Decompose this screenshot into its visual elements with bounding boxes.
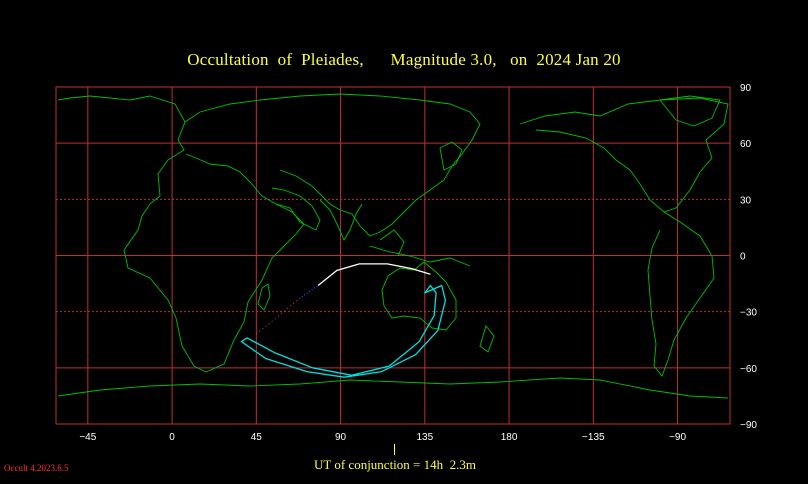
y-tick-label: 30: [740, 195, 752, 206]
occultation-center-line: [317, 263, 431, 287]
y-tick-label: −30: [740, 308, 757, 319]
coast-india: [319, 199, 363, 241]
occultation-paths: [240, 263, 447, 378]
x-tick-label: −135: [582, 432, 605, 443]
x-tick-label: 180: [501, 432, 518, 443]
occultation-limit-curve: [240, 284, 447, 378]
ut-conjunction-label: UT of conjunction = 14h 2.3m: [314, 457, 476, 472]
chart-title: Occultation of Pleiades, Magnitude 3.0, …: [187, 50, 621, 69]
y-tick-label: −60: [740, 364, 757, 375]
y-tick-label: 60: [740, 139, 752, 150]
coastlines: [57, 93, 729, 399]
coast-asia: [184, 93, 481, 237]
x-tick-label: 0: [169, 432, 175, 443]
x-tick-label: 135: [416, 432, 433, 443]
coast-australia: [381, 261, 457, 331]
coast-south-america: [647, 211, 715, 377]
path-extension-blue: [299, 285, 319, 300]
x-tick-label: 45: [251, 432, 263, 443]
coast-new-zealand: [479, 325, 495, 353]
y-tick-label: −90: [740, 420, 757, 431]
grid: [56, 86, 730, 425]
coast-greenland: [659, 95, 721, 127]
x-tick-label: −90: [669, 432, 686, 443]
y-tick-label: 90: [740, 83, 752, 94]
coast-indonesia: [369, 229, 471, 267]
coast-madagascar: [257, 283, 271, 311]
coast-japan: [439, 141, 463, 171]
coast-antarctica: [57, 377, 729, 399]
coast-arabia: [271, 187, 321, 231]
coast-europe-africa: [57, 95, 305, 373]
coast-north-america: [519, 97, 729, 213]
x-tick-label: 90: [335, 432, 347, 443]
ut-conjunction-tick: [394, 444, 395, 455]
x-tick-label: −45: [79, 432, 96, 443]
latitude-labels: 90 60 30 0 −30 −60 −90: [740, 83, 757, 431]
longitude-labels: −45 0 45 90 135 180 −135 −90: [79, 432, 686, 443]
version-label: Occult 4.2023.6.5: [4, 463, 69, 473]
y-tick-label: 0: [740, 252, 746, 263]
